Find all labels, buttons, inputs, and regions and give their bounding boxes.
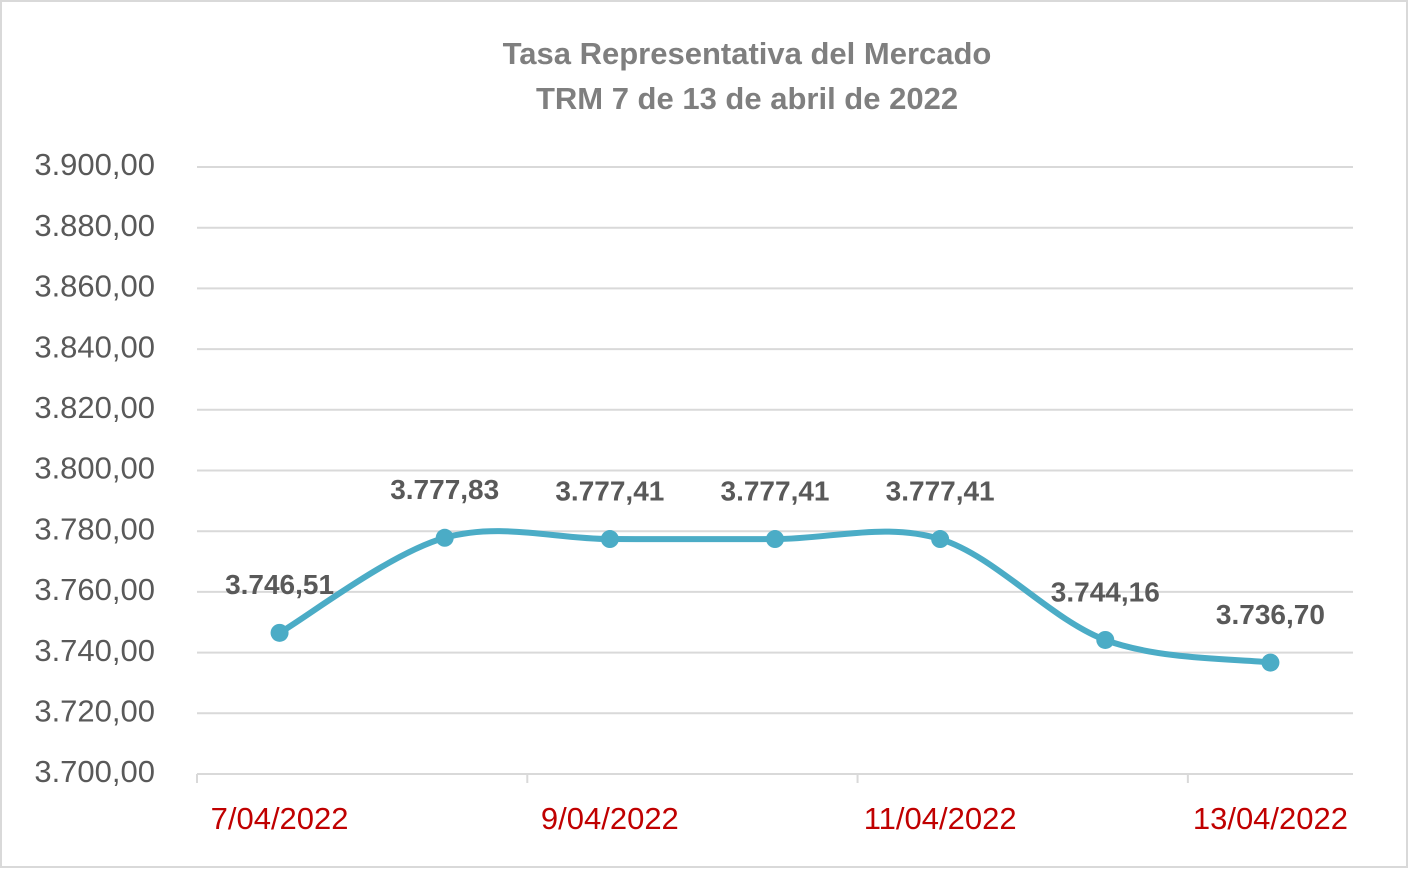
marker — [766, 530, 784, 549]
x-tick-label: 9/04/2022 — [541, 801, 679, 836]
x-tick-label: 7/04/2022 — [211, 801, 349, 836]
marker — [270, 623, 289, 642]
x-tick-label: 11/04/2022 — [864, 801, 1017, 836]
y-tick-label: 3.820,00 — [34, 390, 155, 425]
y-tick-label: 3.880,00 — [34, 208, 155, 243]
y-tick-label: 3.900,00 — [34, 147, 155, 182]
y-tick-label: 3.860,00 — [34, 269, 155, 304]
marker — [931, 530, 950, 549]
marker — [1096, 630, 1115, 649]
chart-subtitle: TRM 7 de 13 de abril de 2022 — [536, 81, 958, 116]
data-label: 3.777,41 — [555, 475, 664, 506]
marker — [600, 530, 619, 549]
y-tick-label: 3.840,00 — [34, 329, 155, 364]
x-tick-label: 13/04/2022 — [1193, 801, 1348, 836]
data-label: 3.744,16 — [1051, 576, 1160, 607]
data-label: 3.777,83 — [390, 474, 499, 505]
chart-title: Tasa Representativa del Mercado — [503, 36, 992, 71]
y-tick-label: 3.740,00 — [34, 633, 155, 668]
data-label: 3.736,70 — [1216, 599, 1325, 630]
y-tick-label: 3.780,00 — [34, 511, 155, 546]
data-label: 3.777,41 — [886, 475, 995, 506]
y-tick-label: 3.760,00 — [34, 572, 155, 607]
data-label: 3.746,51 — [225, 569, 334, 600]
marker — [435, 528, 454, 547]
y-tick-label: 3.720,00 — [34, 693, 155, 728]
y-tick-label: 3.800,00 — [34, 451, 155, 486]
y-tick-label: 3.700,00 — [34, 754, 155, 789]
marker — [1261, 653, 1280, 672]
data-label: 3.777,41 — [721, 475, 830, 506]
